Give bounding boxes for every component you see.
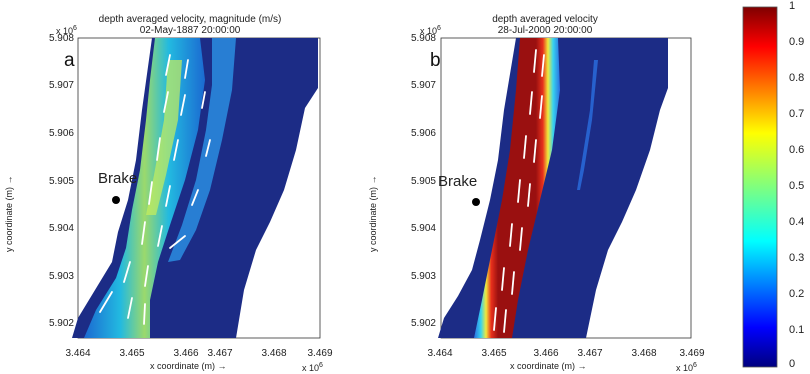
- colorbar-tick: 0.6: [789, 144, 805, 156]
- panel-b-xtick: 3.466: [533, 348, 559, 359]
- colorbar-tick: 0: [789, 358, 796, 370]
- panel-a-xtick: 3.465: [119, 348, 145, 359]
- panel-b-ytick: 5.902: [410, 318, 436, 329]
- panel-a-title-line1: depth averaged velocity, magnitude (m/s): [98, 14, 282, 25]
- panel-a-xlabel: x coordinate (m) →: [150, 361, 227, 371]
- colorbar-tick: 0.5: [789, 180, 805, 192]
- panel-b-ytick: 5.904: [410, 223, 436, 234]
- panel-b-brake-dot: [472, 198, 480, 206]
- panel-a-xtick: 3.467: [207, 348, 233, 359]
- panel-a-letter: a: [64, 50, 75, 71]
- panel-a-xtick: 3.469: [307, 348, 333, 359]
- panel-a-ytick: 5.902: [48, 318, 74, 329]
- panel-b-place-label: Brake: [438, 173, 478, 190]
- panel-a-place-label: Brake: [98, 170, 138, 187]
- panel-a-brake-dot: [112, 196, 120, 204]
- colorbar-tick: 0.4: [789, 216, 805, 228]
- panel-b-xtick: 3.468: [631, 348, 657, 359]
- panel-b-channel: [474, 38, 560, 338]
- colorbar-tick: 0.9: [789, 36, 805, 48]
- panel-a-arrows: [99, 54, 211, 325]
- panel-b-ytick: 5.906: [410, 128, 436, 139]
- panel-b-xtick: 3.464: [427, 348, 453, 359]
- panel-a-xtick: 3.464: [65, 348, 91, 359]
- colorbar-tick: 0.3: [789, 252, 805, 264]
- panel-b-side-streak: [577, 60, 598, 190]
- colorbar-tick: 1: [789, 0, 796, 12]
- panel-a-side-channel: [168, 38, 236, 262]
- panel-b-xtick: 3.469: [679, 348, 705, 359]
- panel-a-ytick: 5.904: [48, 223, 74, 234]
- panel-a-ytick: 5.905: [48, 176, 74, 187]
- panel-a-xtick: 3.468: [261, 348, 287, 359]
- panel-b-title-line1: depth averaged velocity: [492, 14, 598, 25]
- panel-a-title: depth averaged velocity, magnitude (m/s)…: [60, 14, 320, 36]
- panel-b-ytick: 5.908: [410, 33, 436, 44]
- panel-a-streak: [146, 60, 182, 215]
- panel-a-ytick: 5.906: [48, 128, 74, 139]
- panel-b-ytick: 5.903: [410, 271, 436, 282]
- colorbar-tick: 0.2: [789, 288, 805, 300]
- panel-b-x-exponent: x 106: [676, 362, 697, 373]
- panel-a-ytick: 5.908: [48, 33, 74, 44]
- panel-a-title-line2: 02-May-1887 20:00:00: [139, 25, 241, 36]
- colorbar-gradient: [742, 6, 778, 368]
- colorbar-tick: 0.7: [789, 108, 805, 120]
- colorbar-tick: 0.1: [789, 324, 805, 336]
- panel-a-xtick: 3.466: [173, 348, 199, 359]
- panel-a-ytick: 5.903: [48, 271, 74, 282]
- panel-b-xtick: 3.465: [481, 348, 507, 359]
- panel-b-ytick: 5.905: [410, 176, 436, 187]
- panel-b-arrows: [493, 49, 545, 333]
- panel-b-xlabel: x coordinate (m) →: [510, 361, 587, 371]
- panel-a-y-exponent: x 106: [56, 25, 77, 36]
- panel-a-x-exponent: x 106: [302, 362, 323, 373]
- panel-b-title: depth averaged velocity 28-Jul-2000 20:0…: [430, 14, 660, 36]
- panel-a-ytick: 5.907: [48, 80, 74, 91]
- panel-b-letter: b: [430, 50, 441, 71]
- panel-b-xtick: 3.467: [577, 348, 603, 359]
- colorbar-tick: 0.8: [789, 72, 805, 84]
- panel-b-y-exponent: x 106: [420, 25, 441, 36]
- panel-b-ytick: 5.907: [410, 80, 436, 91]
- panel-b-title-line2: 28-Jul-2000 20:00:00: [497, 25, 593, 36]
